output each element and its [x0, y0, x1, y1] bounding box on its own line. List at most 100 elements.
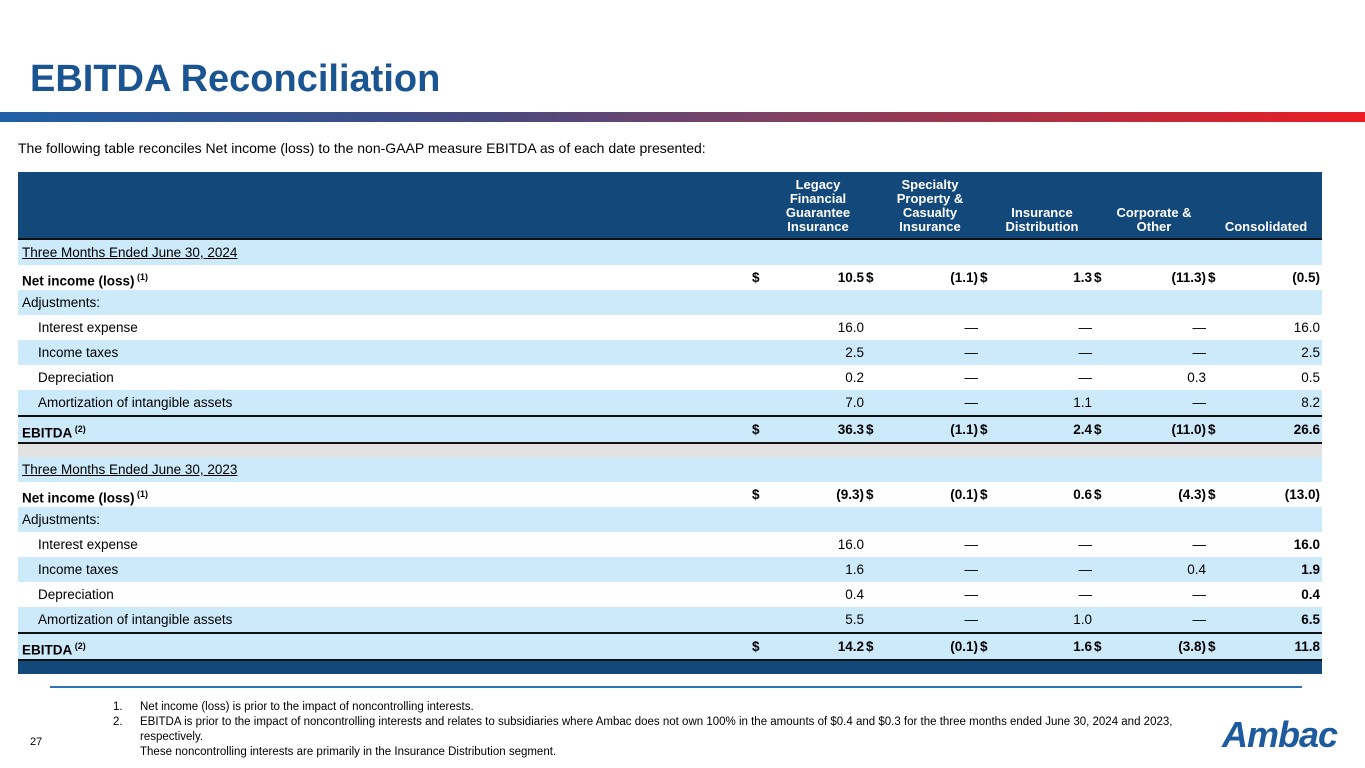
table-row: Depreciation 0.2 — — 0.3 0.5	[18, 365, 1322, 390]
value-cell	[772, 507, 866, 532]
table-row: Adjustments:	[18, 290, 1322, 315]
dollar-sign-cell	[1208, 340, 1228, 365]
dollar-sign-cell: $	[1094, 639, 1102, 654]
value-cell: —	[964, 562, 979, 577]
footnote-ref: (2)	[72, 424, 86, 434]
column-header-line: Insurance	[899, 219, 961, 234]
value-cell	[1114, 507, 1208, 532]
value-cell: 1.9	[1301, 562, 1320, 577]
column-header-line: Financial	[789, 191, 847, 206]
value-cell: (3.8)	[1178, 639, 1206, 654]
dollar-sign-cell	[980, 582, 1000, 607]
footnote-ref: (1)	[134, 272, 149, 282]
row-label-text: Income taxes	[38, 345, 119, 360]
value-cell: 26.6	[1293, 422, 1320, 437]
dollar-sign-cell	[1208, 557, 1228, 582]
row-label-text: Interest expense	[38, 537, 138, 552]
dollar-sign-cell	[1094, 340, 1114, 365]
table-row: EBITDA (2) $14.2 $ (0.1) $1.6 $ (3.8) $11.8	[18, 632, 1322, 661]
value-cell: —	[1078, 562, 1093, 577]
value-cell	[886, 507, 980, 532]
footnotes: 1. Net income (loss) is prior to the impa…	[113, 700, 1203, 760]
dollar-sign-cell	[980, 365, 1000, 390]
dollar-sign-cell: $	[980, 422, 988, 437]
column-header: Specialty Property & Casualty Insurance	[874, 178, 986, 238]
dollar-sign-cell	[1094, 390, 1114, 415]
dollar-sign-cell: $	[980, 487, 988, 502]
value-cell	[1114, 290, 1208, 315]
value-cell: 16.0	[1293, 537, 1320, 552]
dollar-sign-cell	[1208, 290, 1228, 315]
dollar-sign-cell: $	[1094, 422, 1102, 437]
footnote-number: 1.	[113, 701, 123, 713]
row-label: Adjustments:	[18, 290, 752, 315]
value-cell: 16.0	[1293, 320, 1320, 335]
dollar-sign-cell	[752, 340, 772, 365]
page-number: 27	[30, 736, 43, 748]
dollar-sign-cell	[752, 557, 772, 582]
table-row: Income taxes 1.6 — — 0.4 1.9	[18, 557, 1322, 582]
table-row: EBITDA (2) $36.3 $ (1.1) $2.4 $ (11.0) $26.6	[18, 415, 1322, 444]
row-label: Amortization of intangible assets	[18, 607, 752, 632]
value-cell	[1000, 507, 1094, 532]
table-row: Income taxes 2.5 — — — 2.5	[18, 340, 1322, 365]
footnote-number: 2.	[113, 716, 123, 728]
value-cell: 1.3	[1073, 270, 1092, 285]
value-cell: 0.2	[845, 370, 864, 385]
row-label-text: Amortization of intangible assets	[38, 612, 233, 627]
dollar-sign-cell	[980, 557, 1000, 582]
value-cell: (1.1)	[950, 270, 978, 285]
row-label-text: EBITDA	[22, 642, 73, 658]
dollar-sign-cell	[752, 532, 772, 557]
value-cell: 0.4	[1187, 562, 1206, 577]
dollar-sign-cell	[752, 315, 772, 340]
value-cell: (9.3)	[836, 487, 864, 502]
page-title: EBITDA Reconciliation	[30, 58, 441, 100]
ambac-logo: Ambac	[1221, 714, 1338, 755]
column-header-line: Property &	[896, 191, 964, 206]
value-cell	[1228, 507, 1322, 532]
dollar-sign-cell: $	[1208, 487, 1216, 502]
value-cell: —	[1078, 320, 1093, 335]
value-cell: 16.0	[837, 320, 864, 335]
value-cell: 16.0	[837, 537, 864, 552]
dollar-sign-cell: $	[752, 422, 760, 437]
value-cell: (0.1)	[950, 639, 978, 654]
row-label: Interest expense	[18, 532, 752, 557]
table-row: Net income (loss) (1) $ (9.3) $ (0.1) $0.6 $ (4…	[18, 482, 1322, 507]
dollar-sign-cell: $	[1208, 639, 1216, 654]
period-label: Three Months Ended June 30, 2024	[18, 240, 1322, 265]
dollar-sign-cell	[1094, 290, 1114, 315]
dollar-sign-cell	[1208, 582, 1228, 607]
dollar-sign-cell: $	[752, 639, 760, 654]
value-cell	[772, 290, 866, 315]
table-row: Amortization of intangible assets 5.5 — 1.0…	[18, 607, 1322, 632]
value-cell: 0.4	[1301, 587, 1320, 602]
row-label: Adjustments:	[18, 507, 752, 532]
dollar-sign-cell	[752, 390, 772, 415]
row-label: Interest expense	[18, 315, 752, 340]
table-row: Adjustments:	[18, 507, 1322, 532]
dollar-sign-cell	[980, 390, 1000, 415]
dollar-sign-cell	[1094, 532, 1114, 557]
value-cell: (1.1)	[950, 422, 978, 437]
table-row: Amortization of intangible assets 7.0 — 1.1…	[18, 390, 1322, 415]
value-cell: —	[964, 395, 979, 410]
value-cell: —	[1192, 320, 1207, 335]
value-cell: 0.3	[1187, 370, 1206, 385]
value-cell: —	[1192, 587, 1207, 602]
dollar-sign-cell	[1208, 532, 1228, 557]
dollar-sign-cell	[1094, 365, 1114, 390]
value-cell	[1000, 290, 1094, 315]
dollar-sign-cell: $	[1094, 487, 1102, 502]
dollar-sign-cell	[1208, 365, 1228, 390]
value-cell	[1228, 290, 1322, 315]
value-cell: 5.5	[845, 612, 864, 627]
table-row: Net income (loss) (1) $10.5 $ (1.1) $1.3 $ (11…	[18, 265, 1322, 290]
row-label: Income taxes	[18, 557, 752, 582]
row-label-text: Depreciation	[38, 587, 114, 602]
footnote-item: 1. Net income (loss) is prior to the impa…	[113, 700, 1203, 715]
row-label-text: EBITDA	[22, 425, 73, 441]
dollar-sign-cell: $	[866, 487, 874, 502]
footnote-ref: (2)	[72, 641, 86, 651]
